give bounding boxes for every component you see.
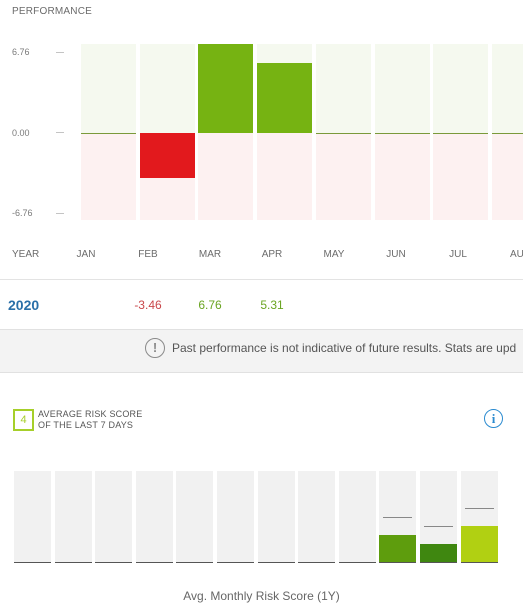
risk-score-bar[interactable]	[420, 543, 457, 562]
month-column-negative	[198, 133, 254, 220]
month-label: JUL	[449, 249, 467, 260]
month-column-positive	[433, 44, 489, 133]
risk-baseline	[95, 562, 133, 563]
risk-month-column	[95, 471, 133, 562]
risk-month-column	[217, 471, 254, 562]
y-tick-mark	[56, 213, 64, 214]
y-tick-mark	[56, 132, 64, 133]
month-column-positive	[491, 44, 523, 133]
month-column-positive	[81, 44, 136, 133]
disclaimer-bar	[0, 329, 523, 373]
risk-max-marker	[383, 516, 413, 518]
zero-line	[315, 133, 371, 134]
risk-month-column	[338, 471, 376, 562]
month-column-negative	[374, 133, 430, 220]
risk-baseline	[257, 562, 295, 563]
risk-baseline	[338, 562, 376, 563]
risk-max-marker	[464, 507, 494, 509]
y-tick-min: -6.76	[12, 208, 33, 218]
month-column-negative	[81, 133, 136, 220]
month-column-positive	[139, 44, 195, 133]
info-circle-icon[interactable]: i	[484, 409, 503, 428]
exclamation-circle-icon: !	[145, 338, 165, 358]
risk-baseline	[135, 562, 173, 563]
risk-baseline	[460, 562, 498, 563]
month-label: APR	[261, 249, 283, 260]
month-column-negative	[257, 133, 313, 220]
month-column-positive	[374, 44, 430, 133]
risk-label-line1: AVERAGE RISK SCORE	[38, 409, 143, 419]
risk-month-column	[135, 471, 173, 562]
risk-score-label: AVERAGE RISK SCORE OF THE LAST 7 DAYS	[38, 409, 142, 431]
risk-baseline	[217, 562, 254, 563]
y-tick-max: 6.76	[12, 47, 30, 57]
month-column-negative	[315, 133, 371, 220]
performance-bar-apr[interactable]	[257, 63, 313, 133]
month-value: -3.46	[134, 298, 162, 312]
month-value: 5.31	[260, 298, 284, 312]
y-tick-zero: 0.00	[12, 128, 30, 138]
zero-line	[491, 133, 523, 134]
month-column-negative	[491, 133, 523, 220]
month-column-positive	[315, 44, 371, 133]
risk-score-bar[interactable]	[379, 534, 417, 562]
risk-chart-caption: Avg. Monthly Risk Score (1Y)	[183, 589, 340, 603]
risk-label-line2: OF THE LAST 7 DAYS	[38, 420, 134, 430]
risk-score-bar[interactable]	[460, 525, 498, 562]
risk-max-marker	[424, 525, 453, 527]
risk-baseline	[14, 562, 51, 563]
zero-line	[374, 133, 430, 134]
month-label: AU	[510, 249, 523, 260]
performance-bar-mar[interactable]	[198, 44, 254, 133]
performance-title: PERFORMANCE	[12, 6, 92, 17]
divider	[0, 279, 523, 280]
month-value: 6.76	[198, 298, 222, 312]
risk-month-column	[257, 471, 295, 562]
year-2020: 2020	[8, 297, 40, 313]
risk-month-column	[14, 471, 51, 562]
month-label: MAR	[198, 249, 222, 260]
disclaimer-text: Past performance is not indicative of fu…	[172, 341, 517, 355]
risk-baseline	[420, 562, 457, 563]
risk-baseline	[176, 562, 214, 563]
month-label: JUN	[386, 249, 406, 260]
risk-score-badge: 4	[13, 409, 34, 431]
risk-month-column	[54, 471, 92, 562]
risk-month-column	[176, 471, 214, 562]
month-label: JAN	[76, 249, 96, 260]
month-label: FEB	[138, 249, 158, 260]
risk-baseline	[298, 562, 336, 563]
year-column-header: YEAR	[12, 249, 40, 260]
risk-baseline	[54, 562, 92, 563]
month-label: MAY	[323, 249, 345, 260]
y-tick-mark	[56, 52, 64, 53]
risk-baseline	[379, 562, 417, 563]
performance-bar-feb[interactable]	[139, 133, 195, 178]
zero-line	[433, 133, 489, 134]
zero-line	[81, 133, 136, 134]
risk-month-column	[298, 471, 336, 562]
month-column-negative	[433, 133, 489, 220]
